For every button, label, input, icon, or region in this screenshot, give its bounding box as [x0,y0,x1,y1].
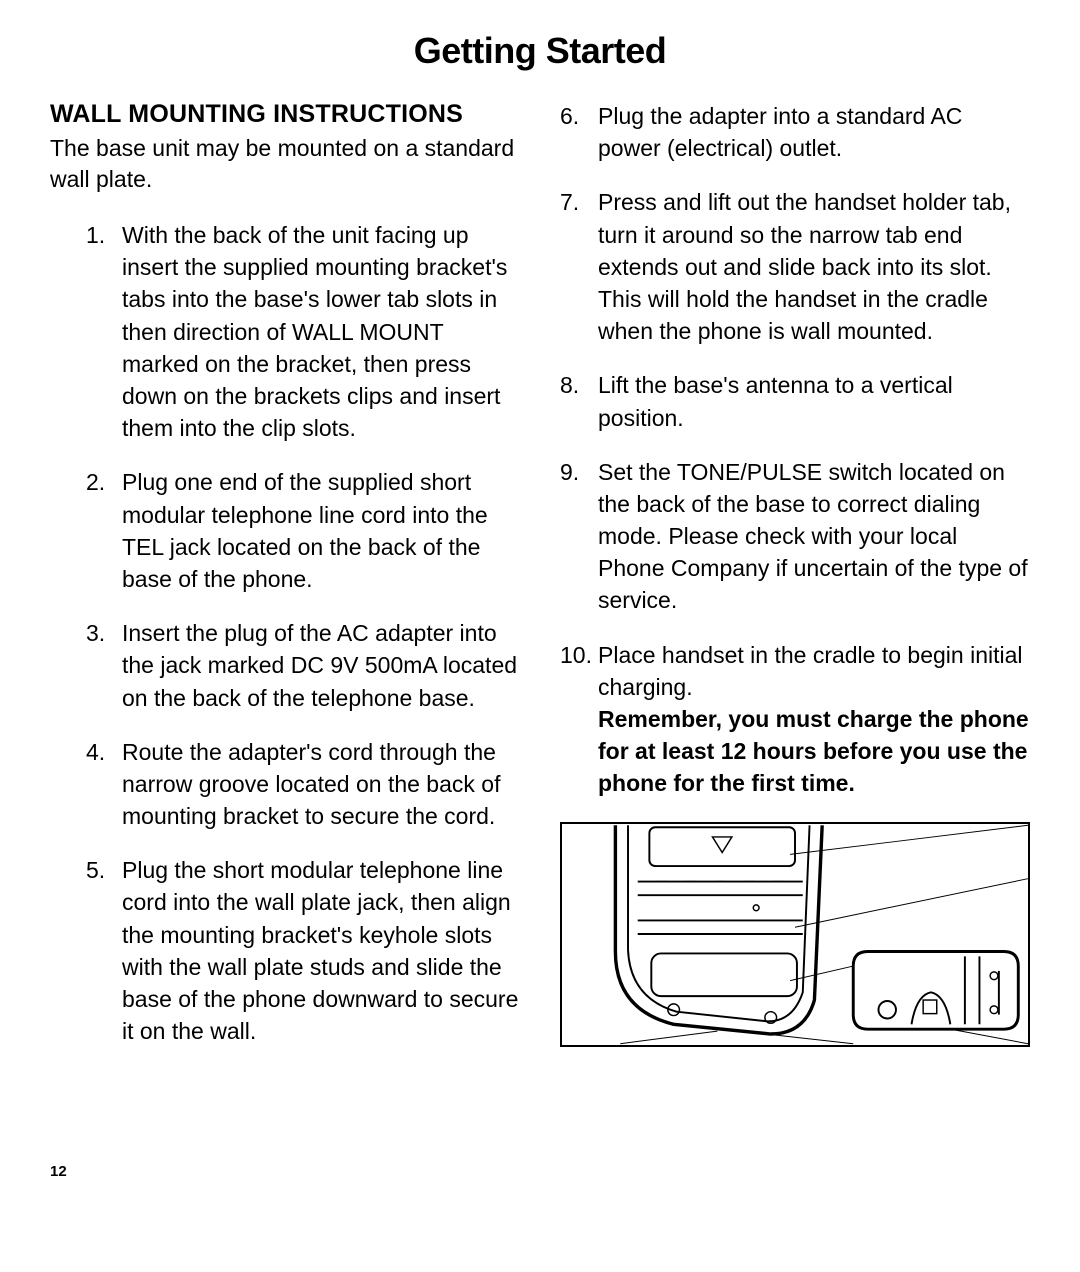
step-item: 8. Lift the base's antenna to a vertical… [560,369,1030,433]
step-item: 7. Press and lift out the handset holder… [560,186,1030,347]
intro-text: The base unit may be mounted on a standa… [50,133,520,195]
step-text: Press and lift out the handset holder ta… [598,186,1030,347]
step-text: Route the adapter's cord through the nar… [122,736,520,833]
step-number: 1. [86,219,122,444]
step-item: 2. Plug one end of the supplied short mo… [50,466,520,595]
step-number: 4. [86,736,122,833]
step-number: 3. [86,617,122,714]
left-column: WALL MOUNTING INSTRUCTIONS The base unit… [50,100,520,1069]
step-text: Plug one end of the supplied short modul… [122,466,520,595]
content-columns: WALL MOUNTING INSTRUCTIONS The base unit… [50,100,1030,1069]
step-number: 8. [560,369,598,433]
step-item: 3. Insert the plug of the AC adapter int… [50,617,520,714]
step-number: 9. [560,456,598,617]
section-heading: WALL MOUNTING INSTRUCTIONS [50,100,520,129]
step-number: 6. [560,100,598,164]
step-text: Set the TONE/PULSE switch located on the… [598,456,1030,617]
step-text-bold: Remember, you must charge the phone for … [598,706,1029,796]
step-item: 1. With the back of the unit facing up i… [50,219,520,444]
step-item: 5. Plug the short modular telephone line… [50,854,520,1047]
page-number: 12 [50,1163,67,1180]
step-number: 7. [560,186,598,347]
step-text: Plug the adapter into a standard AC powe… [598,100,1030,164]
step-text-plain: Place handset in the cradle to begin ini… [598,642,1023,700]
right-column: 6. Plug the adapter into a standard AC p… [560,100,1030,1069]
step-item: 4. Route the adapter's cord through the … [50,736,520,833]
step-number: 2. [86,466,122,595]
step-item: 9. Set the TONE/PULSE switch located on … [560,456,1030,617]
step-text: Plug the short modular telephone line co… [122,854,520,1047]
step-item: 10. Place handset in the cradle to begin… [560,639,1030,800]
device-diagram [560,822,1030,1047]
step-item: 6. Plug the adapter into a standard AC p… [560,100,1030,164]
step-text: Insert the plug of the AC adapter into t… [122,617,520,714]
step-number: 5. [86,854,122,1047]
page-title: Getting Started [50,30,1030,72]
step-text: With the back of the unit facing up inse… [122,219,520,444]
step-number: 10. [560,639,598,800]
device-diagram-svg [562,824,1028,1045]
step-text: Lift the base's antenna to a vertical po… [598,369,1030,433]
step-text: Place handset in the cradle to begin ini… [598,639,1030,800]
